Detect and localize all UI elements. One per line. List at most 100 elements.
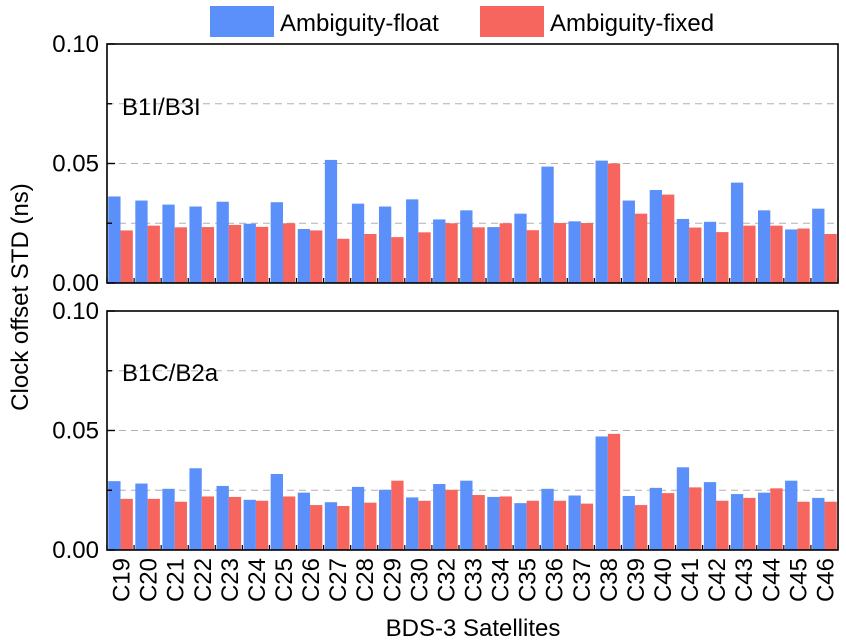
bar-fixed-c35 bbox=[526, 500, 539, 550]
bar-fixed-c20 bbox=[147, 498, 160, 550]
y-tick-label: 0.00 bbox=[52, 270, 99, 297]
bar-fixed-c23 bbox=[228, 496, 242, 550]
bar-fixed-c22 bbox=[201, 227, 215, 283]
bar-fixed-c22 bbox=[201, 496, 215, 550]
x-tick-label-c35: C35 bbox=[515, 558, 542, 602]
bar-float-c35 bbox=[514, 503, 527, 550]
x-tick-label-c45: C45 bbox=[785, 558, 812, 602]
bar-float-c44 bbox=[758, 492, 771, 550]
bar-float-c44 bbox=[758, 210, 771, 283]
bar-fixed-c39 bbox=[634, 213, 648, 283]
bar-float-c22 bbox=[189, 206, 202, 283]
bar-fixed-c28 bbox=[364, 502, 377, 550]
bar-float-c33 bbox=[460, 480, 473, 550]
bar-fixed-c44 bbox=[770, 225, 783, 283]
bar-float-c20 bbox=[135, 483, 148, 550]
bar-float-c36 bbox=[541, 488, 554, 550]
bar-fixed-c23 bbox=[228, 224, 242, 283]
bar-float-c39 bbox=[622, 200, 635, 283]
bar-fixed-c27 bbox=[337, 238, 350, 283]
bar-float-c28 bbox=[351, 203, 365, 283]
bar-float-c37 bbox=[568, 495, 581, 550]
legend: Ambiguity-float Ambiguity-fixed bbox=[210, 6, 714, 37]
x-tick-label-c26: C26 bbox=[298, 558, 325, 602]
bar-fixed-c19 bbox=[120, 230, 133, 283]
bar-fixed-c45 bbox=[797, 228, 810, 283]
legend-label-fixed: Ambiguity-fixed bbox=[550, 10, 714, 37]
x-tick-label-c19: C19 bbox=[109, 558, 136, 602]
bar-fixed-c44 bbox=[770, 488, 783, 550]
bar-fixed-c39 bbox=[634, 505, 648, 550]
legend-label-float: Ambiguity-float bbox=[280, 10, 439, 37]
x-tick-label-c23: C23 bbox=[217, 558, 244, 602]
bar-float-c29 bbox=[378, 206, 392, 283]
bar-fixed-c45 bbox=[797, 501, 810, 550]
bar-float-c32 bbox=[433, 484, 446, 550]
x-tick-label-c42: C42 bbox=[704, 558, 731, 602]
bar-fixed-c30 bbox=[418, 500, 431, 550]
bar-fixed-c32 bbox=[445, 223, 458, 283]
bar-float-c33 bbox=[460, 210, 473, 283]
bar-fixed-c29 bbox=[391, 480, 404, 550]
bar-fixed-c36 bbox=[553, 500, 567, 550]
panel-top: 0.00 0.05 0.10 B1I/B3I bbox=[52, 31, 839, 297]
bar-fixed-c21 bbox=[174, 227, 187, 283]
bar-float-c22 bbox=[189, 468, 202, 550]
bar-fixed-c19 bbox=[120, 498, 133, 550]
bar-float-c27 bbox=[324, 159, 338, 283]
x-tick-label-c21: C21 bbox=[163, 558, 190, 602]
x-tick-label-c43: C43 bbox=[731, 558, 758, 602]
bar-float-c24 bbox=[243, 499, 256, 550]
x-tick-label-c36: C36 bbox=[542, 558, 569, 602]
bar-fixed-c38 bbox=[607, 163, 621, 283]
bar-float-c21 bbox=[162, 488, 175, 550]
x-tick-label-c29: C29 bbox=[379, 558, 406, 602]
bar-fixed-c29 bbox=[391, 237, 404, 283]
x-tick-label-c28: C28 bbox=[352, 558, 379, 602]
x-tick-label-c40: C40 bbox=[650, 558, 677, 602]
bar-fixed-c33 bbox=[472, 495, 485, 550]
bar-fixed-c40 bbox=[662, 493, 675, 550]
legend-swatch-fixed bbox=[480, 6, 544, 37]
x-tick-label-c39: C39 bbox=[623, 558, 650, 602]
panel-bottom: 0.00 0.05 0.10 B1C/B2a bbox=[52, 298, 839, 564]
bar-fixed-c32 bbox=[445, 489, 458, 550]
bar-fixed-c27 bbox=[337, 506, 350, 550]
bar-fixed-c37 bbox=[580, 223, 594, 283]
bar-float-c21 bbox=[162, 204, 175, 283]
panel-label-bottom: B1C/B2a bbox=[122, 360, 219, 387]
bar-fixed-c35 bbox=[526, 230, 539, 283]
bar-float-c25 bbox=[270, 202, 283, 283]
bar-float-c19 bbox=[108, 481, 121, 550]
bar-fixed-c41 bbox=[689, 487, 702, 550]
bar-fixed-c28 bbox=[364, 234, 377, 283]
bar-fixed-c46 bbox=[824, 234, 837, 283]
y-axis-label: Clock offset STD (ns) bbox=[7, 183, 34, 411]
x-tick-label-c24: C24 bbox=[244, 558, 271, 602]
x-tick-label-c20: C20 bbox=[136, 558, 163, 602]
bar-fixed-c42 bbox=[716, 500, 729, 550]
bar-fixed-c21 bbox=[174, 501, 187, 550]
bar-float-c27 bbox=[324, 502, 338, 550]
bar-float-c23 bbox=[216, 485, 229, 550]
x-tick-label-c27: C27 bbox=[325, 558, 352, 602]
bar-float-c20 bbox=[135, 200, 148, 283]
x-tick-label-c22: C22 bbox=[190, 558, 217, 602]
bar-float-c36 bbox=[541, 166, 554, 283]
bar-float-c39 bbox=[622, 495, 635, 550]
bar-float-c38 bbox=[595, 436, 608, 550]
bar-float-c23 bbox=[216, 201, 229, 283]
bar-fixed-c38 bbox=[607, 433, 621, 550]
bar-float-c28 bbox=[351, 486, 365, 550]
bar-float-c46 bbox=[812, 208, 825, 283]
x-tick-labels: C19 C20 C21 C22 C23 C24 C25 C26 C27 C28 C29 C30 C32 C… bbox=[109, 558, 840, 602]
x-tick-label-c32: C32 bbox=[433, 558, 460, 602]
y-tick-label: 0.10 bbox=[52, 298, 99, 325]
bar-float-c24 bbox=[243, 223, 256, 283]
bar-float-c26 bbox=[297, 492, 311, 550]
bar-fixed-c46 bbox=[824, 501, 837, 550]
bar-fixed-c43 bbox=[743, 497, 756, 550]
bar-fixed-c34 bbox=[499, 496, 512, 550]
bar-fixed-c33 bbox=[472, 227, 485, 283]
bar-float-c32 bbox=[433, 219, 446, 283]
